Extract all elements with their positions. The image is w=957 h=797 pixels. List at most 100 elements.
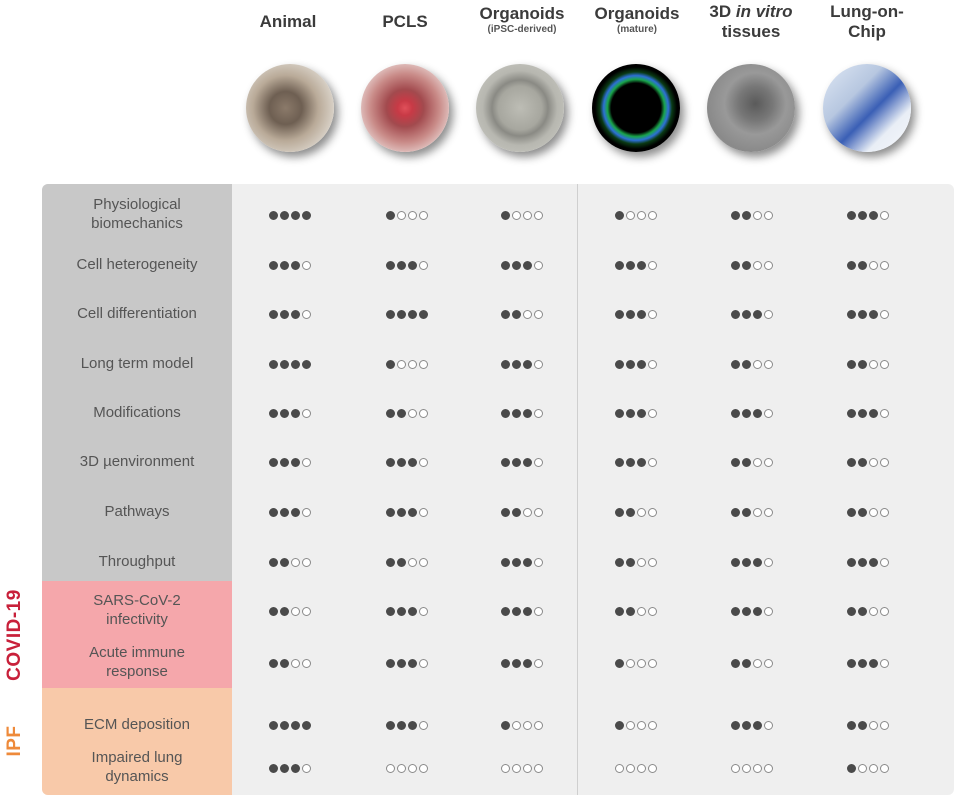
filled-dot [858,261,867,271]
empty-dot [648,659,657,669]
empty-dot [753,211,762,221]
column-header-organoids-mature: Organoids (mature) [577,2,697,35]
filled-dot [512,558,521,568]
filled-dot [523,409,532,419]
score-rating [576,306,696,320]
filled-dot [269,659,278,669]
filled-dot [397,261,406,271]
filled-dot [269,508,278,518]
row-label: Throughput [42,552,232,571]
filled-dot [615,261,624,271]
row-label: Modifications [42,403,232,422]
filled-dot [858,508,867,518]
empty-dot [386,764,395,774]
score-rating [692,717,812,731]
filled-dot [386,310,395,320]
filled-dot [731,458,740,468]
empty-dot [501,764,510,774]
filled-dot [291,508,300,518]
filled-dot [615,558,624,568]
score-rating [230,504,350,518]
filled-dot [847,659,856,669]
filled-dot [269,721,278,731]
filled-dot [731,360,740,370]
empty-dot [291,607,300,617]
score-rating [576,504,696,518]
filled-dot [742,409,751,419]
score-rating [808,717,928,731]
score-rating [347,760,467,774]
empty-dot [302,659,311,669]
filled-dot [280,409,289,419]
filled-dot [386,211,395,221]
pcls-dish-photo [361,64,449,152]
empty-dot [648,508,657,518]
filled-dot [742,211,751,221]
filled-dot [731,508,740,518]
score-rating [808,257,928,271]
filled-dot [637,409,646,419]
filled-dot [847,409,856,419]
empty-dot [408,558,417,568]
empty-dot [397,211,406,221]
score-rating [692,207,812,221]
filled-dot [615,458,624,468]
filled-dot [512,261,521,271]
filled-dot [847,721,856,731]
row-label: Physiological biomechanics [42,195,232,233]
column-title-italic: in vitro [735,2,793,21]
score-rating [347,717,467,731]
empty-dot [397,764,406,774]
score-rating [808,603,928,617]
score-rating [347,207,467,221]
lung-chip-device-photo [823,64,911,152]
score-rating [576,655,696,669]
filled-dot [280,508,289,518]
score-rating [692,554,812,568]
row-label: Cell heterogeneity [42,255,232,274]
row-label: Cell differentiation [42,304,232,323]
score-rating [347,603,467,617]
score-rating [230,554,350,568]
filled-dot [858,211,867,221]
filled-dot [615,508,624,518]
empty-dot [764,659,773,669]
empty-dot [869,508,878,518]
filled-dot [858,659,867,669]
empty-dot [302,508,311,518]
empty-dot [764,508,773,518]
filled-dot [847,764,856,774]
empty-dot [880,659,889,669]
filled-dot [742,721,751,731]
filled-dot [753,607,762,617]
filled-dot [637,360,646,370]
filled-dot [280,458,289,468]
score-rating [808,554,928,568]
score-rating [576,356,696,370]
row-label-line: ECM deposition [84,715,190,733]
filled-dot [269,764,278,774]
row-label-line: SARS-CoV-2 [93,592,181,609]
empty-dot [512,211,521,221]
filled-dot [753,310,762,320]
empty-dot [637,607,646,617]
empty-dot [764,721,773,731]
filled-dot [615,659,624,669]
empty-dot [880,360,889,370]
filled-dot [302,211,311,221]
score-rating [230,603,350,617]
empty-dot [534,607,543,617]
filled-dot [615,409,624,419]
score-rating [692,454,812,468]
score-rating [808,306,928,320]
empty-dot [637,721,646,731]
filled-dot [847,508,856,518]
empty-dot [408,764,417,774]
filled-dot [408,458,417,468]
score-rating [576,454,696,468]
filled-dot [869,310,878,320]
score-rating [576,257,696,271]
score-rating [692,603,812,617]
empty-dot [764,558,773,568]
row-label-line: Impaired lung [91,749,183,766]
